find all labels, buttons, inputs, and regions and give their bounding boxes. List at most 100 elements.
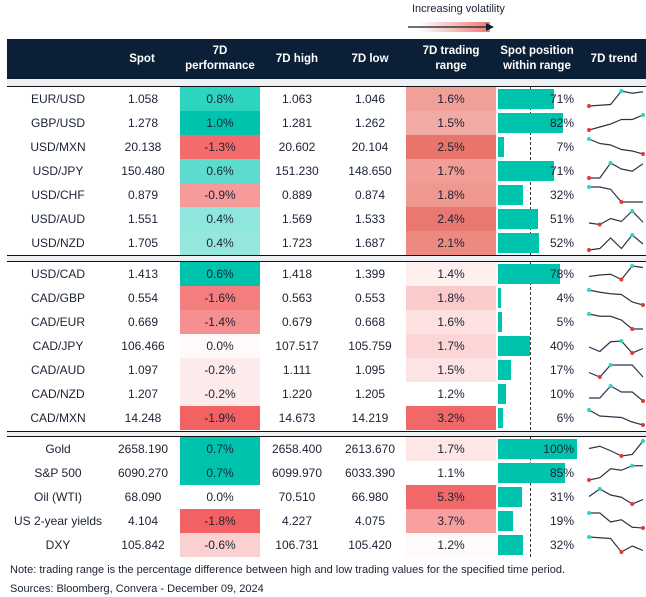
low-value: 20.104	[351, 140, 389, 154]
performance-cell: -1.3%	[180, 135, 260, 159]
table-row: CAD/EUR 0.669 -1.4% 0.679 0.668 1.6% 5%	[7, 310, 646, 334]
position-percent: 78%	[549, 267, 574, 281]
range-cell: 1.2%	[406, 382, 496, 406]
high-value: 0.679	[281, 315, 313, 329]
low-value: 2613.670	[344, 442, 396, 456]
low-value: 6033.390	[344, 466, 396, 480]
performance-cell: 0.0%	[180, 485, 260, 509]
performance-cell: -1.9%	[180, 406, 260, 430]
spot-value: 2658.190	[117, 442, 169, 456]
trend-max-marker	[587, 288, 591, 292]
instrument-name: Oil (WTI)	[34, 490, 82, 504]
position-percent: 6%	[556, 411, 574, 425]
instrument-name: CAD/GBP	[30, 291, 85, 305]
performance-cell: 1.0%	[180, 111, 260, 135]
position-percent: 32%	[549, 188, 574, 202]
high-value: 1.220	[281, 387, 313, 401]
instrument-name: CAD/AUD	[30, 363, 85, 377]
trend-sparkline	[587, 233, 644, 252]
trend-sparkline	[587, 137, 645, 156]
trend-line	[588, 90, 644, 107]
instrument-name: USD/NZD	[31, 236, 85, 250]
range-cell: 1.8%	[406, 286, 496, 310]
table-row: EUR/USD 1.058 0.8% 1.063 1.046 1.6% 71%	[7, 87, 646, 111]
position-bar	[498, 89, 555, 109]
table-row: S&P 500 6090.270 0.7% 6099.970 6033.390 1.1% 8…	[7, 461, 646, 485]
section-gap	[7, 431, 646, 436]
trend-min-marker	[587, 104, 591, 108]
instrument-name: CAD/EUR	[30, 315, 85, 329]
range-cell: 1.5%	[406, 358, 496, 382]
header-position: Spot position within range	[500, 45, 574, 72]
trend-line	[589, 162, 644, 179]
high-value: 4.227	[281, 514, 313, 528]
section-bottom-rule	[7, 255, 646, 256]
position-percent: 17%	[549, 363, 574, 377]
trend-sparkline	[587, 89, 644, 108]
spot-value: 106.466	[121, 339, 165, 353]
trend-min-marker	[619, 200, 624, 204]
spot-value: 1.278	[127, 116, 159, 130]
position-percent: 85%	[549, 466, 574, 480]
instrument-name: Gold	[45, 442, 71, 456]
trend-min-marker	[619, 454, 624, 458]
position-percent: 40%	[549, 339, 574, 353]
trend-sparkline	[587, 161, 644, 180]
position-percent: 51%	[549, 212, 574, 226]
low-value: 1.399	[354, 267, 386, 281]
range-cell: 5.3%	[406, 485, 496, 509]
performance-cell: 0.8%	[180, 87, 260, 111]
table-row: GBP/USD 1.278 1.0% 1.281 1.262 1.5% 82%	[7, 111, 646, 135]
position-bar	[498, 360, 512, 380]
position-percent: 10%	[549, 387, 574, 401]
instrument-name: CAD/MXN	[30, 411, 86, 425]
instrument-name: USD/JPY	[32, 164, 84, 178]
high-value: 1.111	[282, 363, 312, 377]
spot-value: 0.879	[127, 188, 159, 202]
trend-sparkline	[587, 511, 645, 530]
trend-max-marker	[587, 511, 591, 515]
header-low: 7D low	[351, 52, 389, 65]
table-row: USD/AUD 1.551 0.4% 1.569 1.533 2.4% 51%	[7, 207, 646, 231]
position-percent: 7%	[556, 140, 574, 154]
trend-sparkline	[587, 288, 645, 307]
low-value: 1.205	[354, 387, 386, 401]
range-cell: 2.5%	[406, 135, 496, 159]
range-cell: 2.4%	[406, 207, 496, 231]
table-row: DXY 105.842 -0.6% 106.731 105.420 1.2% 32%	[7, 533, 646, 557]
high-value: 1.063	[281, 92, 313, 106]
position-percent: 31%	[549, 490, 574, 504]
trend-max-marker	[619, 89, 624, 93]
trend-line	[588, 409, 644, 426]
trend-line	[588, 289, 644, 306]
range-cell: 1.7%	[406, 437, 496, 461]
performance-cell: -1.6%	[180, 286, 260, 310]
section-top-rule	[7, 261, 646, 262]
trend-sparkline	[588, 339, 644, 355]
table-row: CAD/JPY 106.466 0.0% 107.517 105.759 1.7% 40%	[7, 334, 646, 358]
trend-min-marker	[597, 375, 602, 379]
spot-value: 14.248	[124, 411, 162, 425]
trend-line	[588, 465, 643, 481]
trend-max-marker	[608, 363, 613, 367]
position-bar	[498, 161, 555, 181]
trend-max-marker	[630, 233, 635, 237]
trend-max-marker	[597, 487, 602, 491]
trend-sparkline	[588, 264, 644, 282]
position-bar	[498, 511, 513, 531]
high-value: 0.563	[281, 291, 313, 305]
trend-min-marker	[597, 222, 602, 227]
trend-min-marker	[641, 399, 645, 403]
low-value: 1.262	[354, 116, 386, 130]
position-bar	[498, 113, 563, 133]
section-gap	[7, 255, 646, 261]
position-bar	[498, 408, 503, 428]
table-row: USD/MXN 20.138 -1.3% 20.602 20.104 2.5% 7%	[7, 135, 646, 159]
trend-sparkline	[589, 384, 645, 403]
instrument-name: S&P 500	[34, 466, 82, 480]
position-bar	[498, 312, 502, 332]
volatility-arrow-icon	[408, 22, 494, 32]
performance-cell: -1.8%	[180, 509, 260, 533]
performance-cell: -0.2%	[180, 382, 260, 406]
high-value: 106.731	[275, 538, 319, 552]
